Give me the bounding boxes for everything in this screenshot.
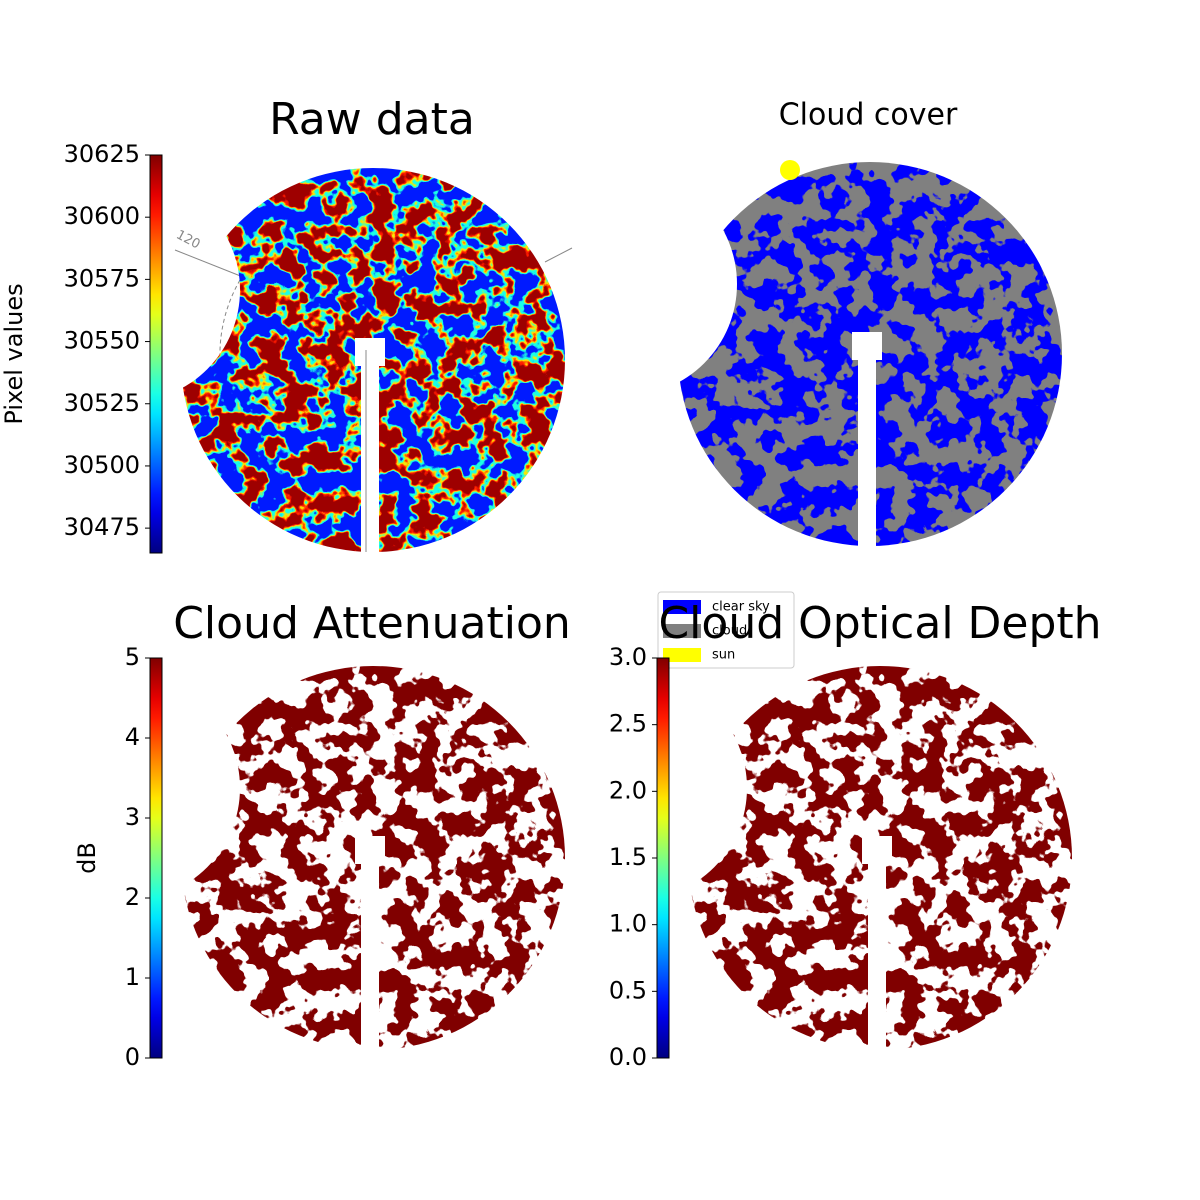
sky-fill	[670, 154, 1070, 554]
panel-title: Cloud Optical Depth	[658, 598, 1101, 649]
tick-label: 30525	[64, 389, 140, 417]
tick-label: 2.5	[609, 710, 647, 738]
colorbar	[149, 657, 163, 1059]
tick-label: 2	[125, 883, 140, 911]
colorbar	[149, 154, 163, 554]
tick-label: 0.0	[609, 1043, 647, 1071]
sky-layer	[173, 160, 573, 560]
sky-image	[173, 160, 573, 560]
sky-disc	[680, 658, 1080, 1058]
tick-label: 30600	[64, 202, 140, 230]
tick-label: 2.0	[609, 776, 647, 804]
panel-title: Cloud Attenuation	[173, 598, 571, 649]
tick-label: 3	[125, 803, 140, 831]
panel-title: Cloud cover	[779, 98, 958, 133]
tick-label: 30575	[64, 264, 140, 292]
panel-title: Raw data	[269, 94, 475, 145]
colorbar	[656, 657, 670, 1059]
sky-image	[670, 154, 1070, 554]
tick-label: 3.0	[609, 643, 647, 671]
sky-fill	[680, 658, 1080, 1058]
sky-disc	[670, 154, 1070, 554]
sky-layer	[670, 154, 1070, 554]
tick-label: 1	[125, 963, 140, 991]
tick-label: 0.5	[609, 976, 647, 1004]
sky-layer	[680, 658, 1080, 1058]
sky-layer	[173, 658, 573, 1058]
legend-swatch	[663, 624, 701, 638]
sky-image	[173, 658, 573, 1058]
tick-label: 30500	[64, 451, 140, 479]
tick-label: 1.0	[609, 910, 647, 938]
tick-label: 0	[125, 1043, 140, 1071]
sky-fill	[173, 160, 573, 560]
sky-image	[680, 658, 1080, 1058]
tick-label: 30625	[64, 140, 140, 168]
tick-label: 5	[125, 643, 140, 671]
tick-label: 30475	[64, 513, 140, 541]
legend-label: cloud	[712, 624, 747, 639]
sky-fill	[173, 658, 573, 1058]
colorbar-label: Pixel values	[0, 283, 28, 424]
sky-disc	[173, 160, 573, 560]
colorbar-label: dB	[73, 842, 101, 874]
sky-disc	[173, 658, 573, 1058]
tick-label: 4	[125, 723, 140, 751]
legend-swatch	[663, 600, 701, 614]
legend-label: clear sky	[712, 600, 770, 615]
tick-label: 1.5	[609, 843, 647, 871]
tick-label: 30550	[64, 327, 140, 355]
sun-marker	[780, 160, 800, 180]
